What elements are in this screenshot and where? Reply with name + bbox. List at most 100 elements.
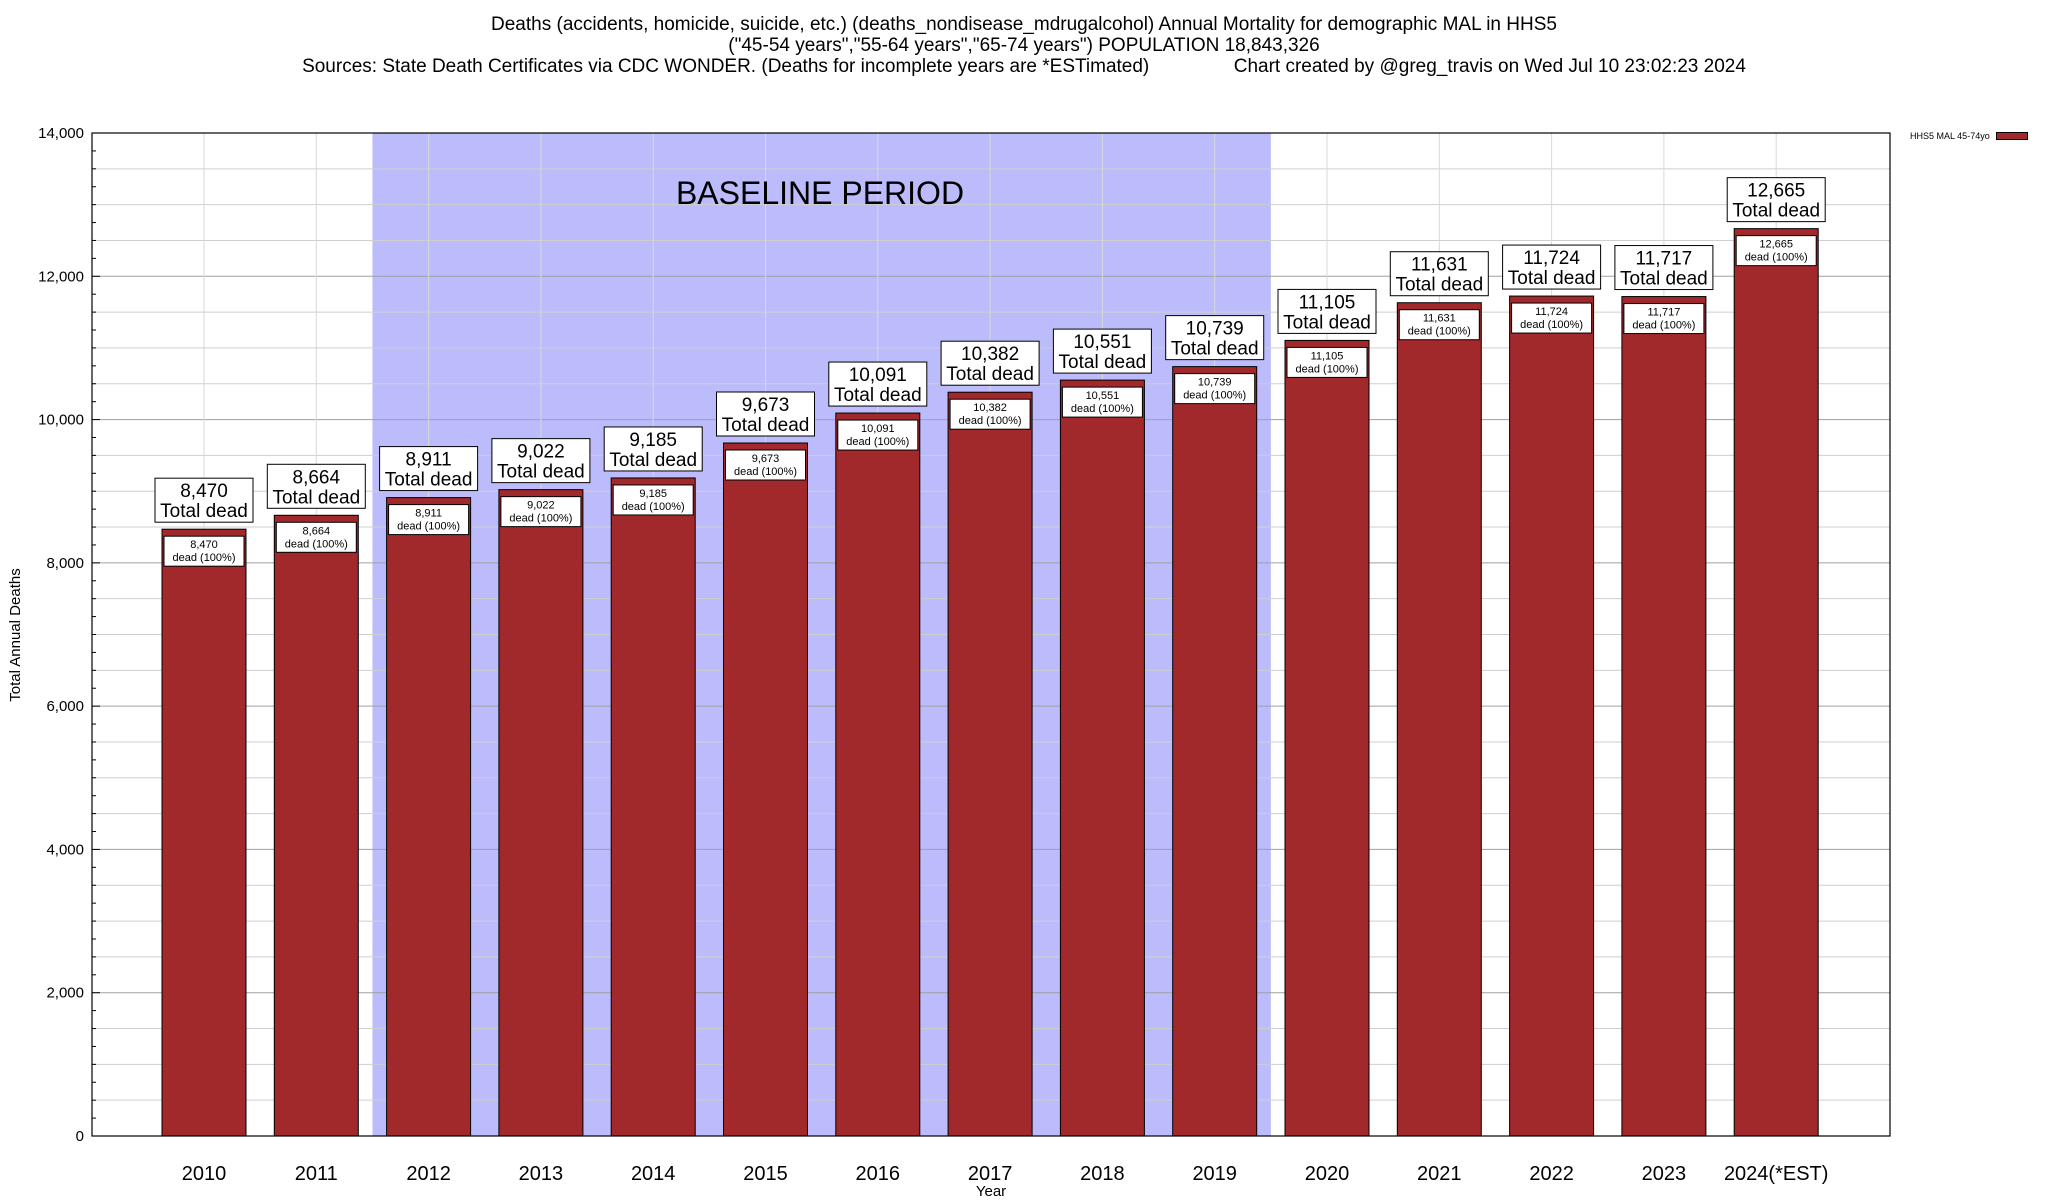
bar-top-value-label: 11,105 [1299, 292, 1356, 313]
x-tick-label: 2020 [1305, 1163, 1350, 1185]
bar-inner-label-box [949, 398, 1031, 430]
bar-top-value-label: 9,022 [517, 442, 565, 463]
bar-inner-label-box [725, 449, 806, 481]
bar [1509, 295, 1595, 1137]
bar-top-total-label: Total dead [1059, 352, 1147, 373]
bar-top-total-label: Total dead [1732, 201, 1820, 222]
chart-titles: Deaths (accidents, homicide, suicide, et… [0, 14, 2048, 77]
bar-top-value-label: 8,911 [406, 450, 452, 471]
bar-top-label-box [266, 463, 366, 509]
plot-frame [91, 132, 1891, 1137]
bar-top-label-box [379, 446, 479, 492]
bar-top-value-label: 11,724 [1523, 248, 1580, 269]
bar [1284, 339, 1370, 1137]
bar-top-label-box [1277, 288, 1377, 334]
bar-top-label-box [1052, 328, 1152, 374]
bar-inner-value-label: 9,022 [527, 500, 555, 512]
bar-inner-label-box [1623, 303, 1705, 335]
bar-inner-label-box [612, 484, 694, 516]
bar [610, 477, 696, 1137]
y-tick-label: 10,000 [38, 412, 84, 429]
bar-top-label-box [716, 391, 815, 437]
bar-inner-percent-label: dead (100%) [734, 466, 797, 478]
bar-top-total-label: Total dead [1508, 268, 1596, 289]
bar-top-label-box [1614, 245, 1714, 291]
bar-top-value-label: 10,739 [1186, 319, 1244, 340]
bar-inner-value-label: 10,091 [861, 423, 895, 435]
bar-inner-percent-label: dead (100%) [285, 538, 348, 550]
x-tick-label: 2017 [968, 1163, 1013, 1185]
bar-inner-value-label: 11,717 [1647, 307, 1680, 319]
bar-inner-label-box [500, 496, 582, 528]
bar-top-label-box [603, 426, 703, 472]
bar-top-label-box [828, 361, 928, 407]
x-tick-label: 2022 [1529, 1163, 1574, 1185]
bar-inner-label-box [837, 419, 919, 451]
legend-swatch [1995, 132, 2028, 140]
bar-top-label-box [154, 477, 254, 523]
bar-inner-percent-label: dead (100%) [1745, 252, 1808, 264]
bar [273, 514, 359, 1137]
bar-inner-percent-label: dead (100%) [1408, 326, 1471, 338]
bar-top-value-label: 10,382 [961, 344, 1019, 365]
x-tick-label: 2019 [1192, 1163, 1237, 1185]
bar-inner-percent-label: dead (100%) [1520, 319, 1583, 331]
bar-inner-percent-label: dead (100%) [397, 521, 460, 533]
chart-source-line: Sources: State Death Certificates via CD… [302, 56, 1746, 77]
bar-top-value-label: 8,664 [293, 467, 341, 488]
bar-top-total-label: Total dead [1283, 312, 1371, 333]
x-tick-label: 2013 [519, 1163, 564, 1185]
bar-inner-label-box [1735, 235, 1817, 267]
bar-top-label-box [1502, 244, 1602, 290]
bar-top-value-label: 10,551 [1073, 332, 1131, 353]
bar-top-total-label: Total dead [1620, 269, 1708, 290]
y-tick-label: 6,000 [46, 698, 84, 715]
bar-top-value-label: 9,673 [742, 395, 790, 416]
x-tick-label: 2015 [743, 1163, 788, 1185]
bar-inner-label-box [1286, 346, 1368, 378]
bar-inner-percent-label: dead (100%) [173, 552, 236, 564]
bar [1621, 296, 1707, 1137]
bar-top-value-label: 8,470 [180, 481, 228, 502]
bar-inner-value-label: 8,911 [415, 508, 442, 520]
bar [161, 528, 247, 1137]
bar-top-total-label: Total dead [385, 470, 473, 491]
bar [1733, 228, 1819, 1137]
chart-subtitle: ("45-54 years","55-64 years","65-74 year… [728, 35, 1320, 56]
bar-inner-label-box [1511, 302, 1593, 334]
bar [498, 489, 584, 1137]
x-tick-label: 2018 [1080, 1163, 1125, 1185]
chart-legend: HHS5 MAL 45-74yo [1910, 131, 2028, 141]
bar-inner-value-label: 9,673 [752, 453, 780, 465]
x-axis-label: Year [976, 1183, 1006, 1200]
bar-top-label-box [1389, 251, 1489, 297]
bar-inner-label-box [1061, 386, 1143, 418]
bar-inner-percent-label: dead (100%) [1632, 320, 1695, 332]
bar [947, 391, 1033, 1137]
bar-inner-percent-label: dead (100%) [509, 513, 572, 525]
bar-inner-value-label: 10,551 [1086, 390, 1120, 402]
bar-inner-percent-label: dead (100%) [1296, 363, 1359, 375]
bar-inner-value-label: 10,739 [1198, 377, 1232, 389]
x-tick-label: 2010 [182, 1163, 227, 1185]
bar-top-value-label: 10,091 [849, 365, 907, 386]
bar-top-total-label: Total dead [1395, 275, 1483, 296]
bar-top-total-label: Total dead [1171, 339, 1259, 360]
bar-inner-percent-label: dead (100%) [1183, 390, 1246, 402]
x-tick-label: 2021 [1417, 1163, 1462, 1185]
bar-inner-label-box [1174, 373, 1256, 405]
bar-inner-value-label: 10,382 [973, 402, 1007, 414]
x-tick-label: 2016 [856, 1163, 901, 1185]
bar-inner-label-box [275, 521, 357, 553]
bar-top-value-label: 9,185 [629, 430, 677, 451]
bar-top-total-label: Total dead [609, 450, 697, 471]
y-axis-label: Total Annual Deaths [7, 568, 24, 701]
y-tick-label: 8,000 [46, 555, 84, 572]
bar-top-value-label: 12,665 [1747, 181, 1805, 202]
bar [1396, 302, 1482, 1137]
bar-inner-value-label: 8,664 [303, 525, 331, 537]
x-tick-label: 2023 [1642, 1163, 1687, 1185]
bar-inner-value-label: 11,105 [1311, 350, 1344, 362]
bar-inner-label-box [1398, 309, 1480, 341]
bar-inner-value-label: 8,470 [190, 539, 218, 551]
